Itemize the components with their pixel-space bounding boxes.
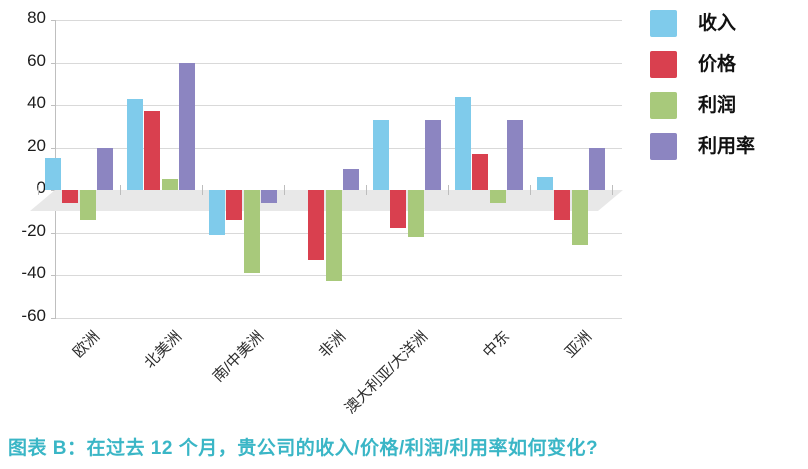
legend-label: 利润 (698, 95, 737, 116)
y-axis-label: 40 (27, 93, 46, 112)
y-axis-label: -40 (21, 263, 46, 282)
bar-利用率-非洲 (342, 168, 359, 191)
y-axis-label: -60 (21, 306, 46, 325)
bar-价格-北美洲 (144, 111, 161, 190)
bar-利润-澳大利亚/大洋洲 (407, 190, 424, 237)
legend-swatch-利润 (650, 92, 677, 119)
category-tickmark (38, 185, 39, 195)
y-tickmark (51, 63, 55, 64)
bar-chart-plot: 80 60 40 20 0 -20 -40 -60 欧洲 北美洲 南/中美洲 非洲 澳大利亚/大洋洲 中东… (21, 8, 808, 417)
y-tickmark (51, 275, 55, 276)
y-axis-label: 20 (27, 136, 46, 155)
category-tickmark (120, 185, 121, 195)
legend-swatch-价格 (650, 51, 677, 78)
legend-item-收入: 收入 (650, 10, 755, 37)
bar-收入-北美洲 (127, 98, 143, 190)
category-tickmark (284, 185, 285, 195)
bar-利润-欧洲 (79, 190, 96, 220)
bar-价格-欧洲 (62, 190, 79, 203)
legend-label: 收入 (698, 13, 737, 34)
y-axis-label: -20 (21, 221, 46, 240)
gridline--60 (55, 318, 622, 319)
legend-item-利润: 利润 (650, 92, 755, 119)
category-tickmark (366, 185, 367, 195)
bar-利润-南/中美洲 (243, 190, 260, 273)
bar-价格-非洲 (308, 190, 325, 261)
y-tickmark (51, 233, 55, 234)
bar-利用率-欧洲 (96, 147, 113, 190)
gridline-40 (55, 105, 622, 106)
y-axis-label: 60 (27, 51, 46, 70)
legend-item-价格: 价格 (650, 51, 755, 78)
chart-legend: 收入 价格 利润 利用率 (650, 10, 755, 160)
category-tickmark (448, 185, 449, 195)
bar-价格-澳大利亚/大洋洲 (390, 190, 407, 229)
y-tickmark (51, 190, 55, 191)
bar-利用率-澳大利亚/大洋洲 (424, 119, 441, 190)
y-tickmark (51, 148, 55, 149)
bar-价格-亚洲 (554, 190, 571, 220)
legend-swatch-收入 (650, 10, 677, 37)
y-tickmark (51, 20, 55, 21)
bar-利润-非洲 (325, 190, 342, 282)
legend-label: 价格 (698, 54, 737, 75)
chart-caption: 图表 B：在过去 12 个月，贵公司的收入/价格/利润/利用率如何变化? (8, 438, 599, 459)
y-tickmark (51, 105, 55, 106)
bar-利润-亚洲 (571, 190, 588, 246)
bar-收入-欧洲 (45, 158, 61, 190)
y-axis-label: 0 (36, 178, 46, 197)
bar-利用率-北美洲 (178, 62, 195, 190)
gridline-60 (55, 63, 622, 64)
category-tickmark (612, 185, 613, 195)
bar-利用率-南/中美洲 (260, 190, 277, 203)
bar-收入-南/中美洲 (209, 190, 225, 235)
gridline-20 (55, 148, 622, 149)
bar-利润-中东 (489, 190, 506, 203)
legend-label: 利用率 (698, 136, 756, 157)
bar-价格-南/中美洲 (226, 190, 243, 220)
bar-利用率-亚洲 (588, 147, 605, 190)
y-axis-label: 80 (27, 8, 46, 27)
legend-swatch-利用率 (650, 133, 677, 160)
bar-价格-中东 (472, 153, 489, 190)
category-tickmark (530, 185, 531, 195)
bar-收入-亚洲 (537, 177, 553, 191)
category-tickmark (202, 185, 203, 195)
bar-收入-澳大利亚/大洋洲 (373, 119, 389, 190)
bar-利润-北美洲 (161, 179, 178, 190)
bar-利用率-中东 (506, 119, 523, 190)
gridline-80 (55, 20, 622, 21)
y-tickmark (51, 318, 55, 319)
bar-收入-中东 (455, 96, 471, 190)
legend-item-利用率: 利用率 (650, 133, 755, 160)
